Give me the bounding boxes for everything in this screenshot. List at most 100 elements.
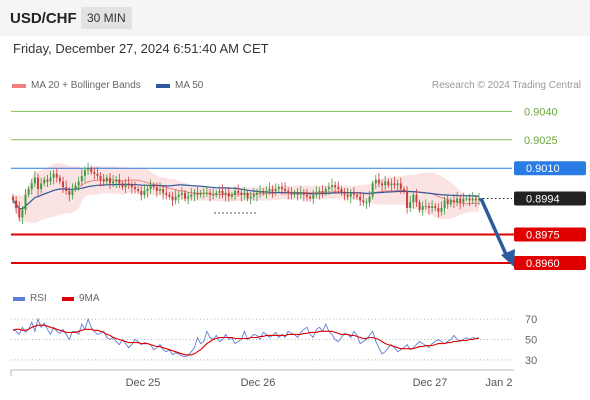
candle-body: [312, 194, 315, 199]
candle-body: [65, 187, 68, 191]
candle-body: [21, 209, 24, 218]
candle-body: [412, 194, 415, 203]
candle-body: [121, 183, 124, 188]
candle-body: [49, 177, 52, 182]
candle-body: [365, 202, 368, 204]
candle-body: [93, 172, 96, 174]
candle-body: [399, 183, 402, 190]
candle-body: [180, 192, 183, 195]
candle-body: [293, 192, 296, 195]
legend-ma50-label: MA 50: [175, 80, 204, 91]
candle-body: [268, 189, 271, 191]
candle-body: [221, 190, 224, 195]
level-badge-4: [514, 227, 586, 242]
candle-body: [12, 196, 14, 201]
ma20-line: [12, 179, 480, 210]
candle-body: [315, 192, 318, 195]
x-tick-label-1: Dec 26: [241, 377, 276, 389]
candle-body: [96, 173, 99, 176]
timeframe-button[interactable]: 30 MIN: [81, 7, 132, 29]
candle-body: [478, 198, 480, 201]
candle-body: [249, 196, 252, 199]
chart-datetime: Friday, December 27, 2024 6:51:40 AM CET: [13, 41, 269, 56]
level-badge-2: [514, 161, 586, 176]
candle-body: [415, 194, 418, 203]
candle-body: [421, 206, 424, 210]
candle-body: [396, 183, 399, 186]
level-badge-3: [514, 191, 586, 206]
candle-body: [327, 187, 330, 190]
candle-body: [118, 179, 121, 184]
level-label-4: 0.8975: [526, 230, 560, 242]
legend-9ma-swatch: [62, 296, 74, 301]
candle-body: [393, 183, 396, 186]
candle-body: [340, 189, 343, 193]
rsi-tick-label-2: 30: [525, 355, 537, 367]
candle-body: [146, 189, 149, 191]
candle-body: [427, 206, 430, 208]
candle-body: [434, 206, 437, 208]
candle-body: [196, 192, 199, 195]
candle-body: [149, 185, 152, 190]
candle-body: [302, 192, 305, 195]
level-label-0: 0.9040: [524, 106, 558, 118]
candle-body: [30, 183, 33, 190]
candle-body: [155, 187, 158, 191]
candle-body: [171, 196, 174, 201]
candle-body: [199, 192, 202, 195]
candle-body: [127, 183, 130, 186]
candle-body: [215, 192, 218, 195]
symbol-label: USD/CHF: [10, 10, 77, 27]
candle-body: [459, 198, 462, 203]
candle-body: [102, 179, 105, 182]
candle-body: [140, 190, 143, 195]
candle-body: [130, 185, 133, 188]
candle-body: [193, 192, 196, 195]
forecast-arrow-shaft: [479, 197, 510, 260]
candle-body: [230, 194, 233, 197]
rsi-tick-label-0: 70: [525, 314, 537, 326]
candle-body: [190, 194, 193, 197]
candle-body: [243, 192, 246, 195]
level-label-5: 0.8960: [526, 258, 560, 270]
candle-body: [24, 194, 27, 210]
candle-body: [18, 208, 21, 218]
candle-body: [390, 183, 393, 186]
candle-body: [440, 208, 443, 212]
candle-body: [33, 177, 36, 184]
candle-body: [108, 177, 111, 184]
legend-ma50: MA 50: [156, 80, 203, 91]
candle-body: [83, 170, 86, 176]
candle-body: [259, 190, 262, 193]
candle-body: [387, 181, 390, 186]
candle-body: [90, 168, 93, 172]
legend-rsi-label: RSI: [30, 293, 47, 304]
candle-body: [174, 196, 177, 201]
candle-body: [359, 196, 362, 201]
candle-body: [337, 187, 340, 190]
candle-body: [402, 189, 405, 191]
candle-body: [418, 202, 421, 210]
candle-body: [371, 183, 374, 197]
legend-ma50-swatch: [156, 83, 170, 88]
rsi-series-9ma: [12, 324, 479, 356]
candle-body: [68, 190, 71, 195]
candle-body: [453, 200, 455, 203]
candle-body: [177, 194, 180, 197]
candle-body: [162, 189, 165, 193]
candle-body: [368, 196, 371, 203]
candle-body: [227, 192, 230, 197]
candle-body: [46, 179, 49, 182]
candle-body: [237, 190, 240, 193]
candle-body: [456, 198, 459, 203]
candle-body: [234, 190, 237, 195]
candle-body: [381, 183, 384, 186]
candle-body: [284, 189, 287, 191]
candle-body: [77, 181, 80, 186]
candle-body: [465, 198, 468, 200]
candle-body: [80, 175, 83, 182]
legend-rsi: RSI: [13, 293, 47, 304]
candle-body: [143, 190, 146, 195]
candle-body: [280, 187, 283, 190]
